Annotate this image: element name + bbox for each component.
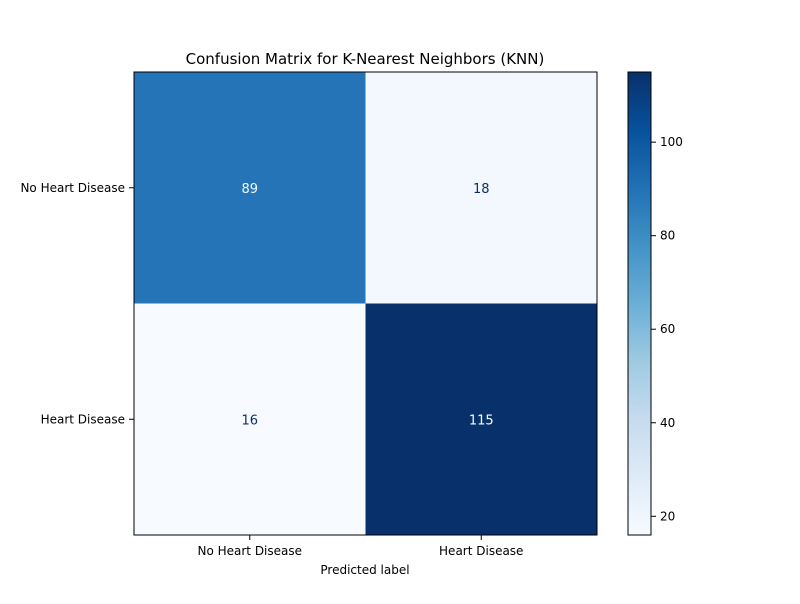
y-tick-label-1: Heart Disease [41, 412, 125, 426]
x-tick-label-0: No Heart Disease [197, 544, 302, 558]
y-axis-ticks: No Heart Disease Heart Disease [20, 181, 134, 426]
colorbar-gradient [628, 72, 651, 535]
x-axis-ticks: No Heart Disease Heart Disease [197, 535, 523, 558]
matrix-cell-1-1 [365, 303, 597, 535]
colorbar-tick-label-4: 100 [660, 135, 683, 149]
chart-title: Confusion Matrix for K-Nearest Neighbors… [186, 50, 545, 68]
matrix-cell-0-0 [134, 72, 366, 304]
matrix-frame [133, 71, 598, 536]
cell-value-1-1: 115 [469, 413, 494, 428]
colorbar-frame [627, 71, 652, 536]
colorbar-ticks: 20 40 60 80 100 [651, 135, 683, 523]
matrix-cells [134, 72, 597, 535]
x-axis-label: Predicted label [320, 563, 409, 577]
matrix-cell-0-1 [365, 72, 597, 304]
colorbar: 20 40 60 80 100 [627, 71, 683, 536]
x-tick-label-1: Heart Disease [439, 544, 523, 558]
cell-value-labels: 89 18 16 115 [241, 182, 493, 429]
cell-value-0-1: 18 [473, 182, 490, 197]
cell-value-0-0: 89 [241, 182, 258, 197]
colorbar-tick-label-0: 20 [660, 509, 675, 523]
colorbar-tick-label-1: 40 [660, 416, 675, 430]
colorbar-tick-label-3: 80 [660, 229, 675, 243]
cell-value-1-0: 16 [241, 413, 258, 428]
y-tick-label-0: No Heart Disease [20, 181, 125, 195]
colorbar-tick-label-2: 60 [660, 322, 675, 336]
matrix-cell-1-0 [134, 303, 366, 535]
